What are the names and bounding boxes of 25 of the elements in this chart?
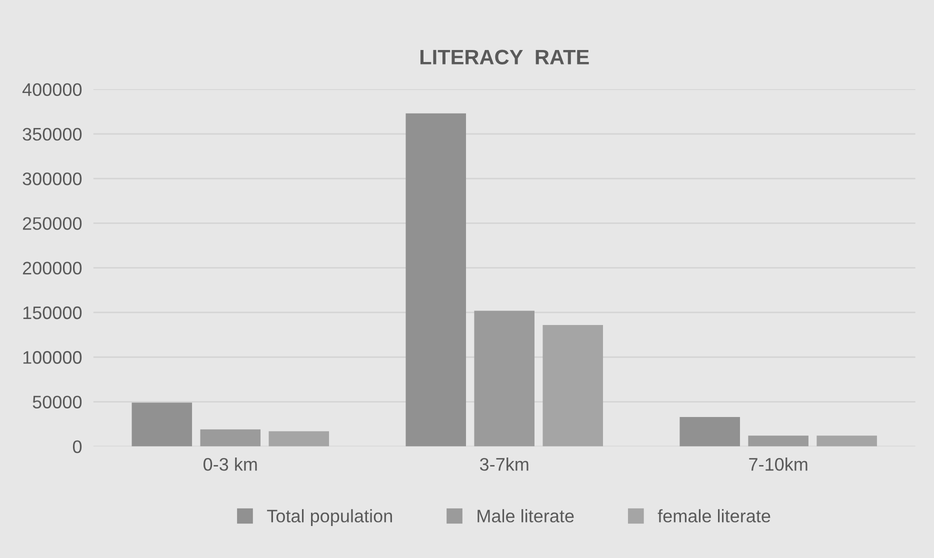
y-tick-label: 50000 [32, 396, 82, 408]
legend-label: female literate [658, 509, 770, 522]
bar [200, 429, 261, 446]
y-tick-label: 250000 [22, 217, 82, 230]
legend-label: Male literate [478, 509, 574, 522]
y-tick-label: 200000 [22, 262, 82, 275]
bar [748, 436, 808, 446]
y-tick-label: 350000 [22, 128, 82, 141]
y-tick-label: 400000 [22, 83, 82, 96]
bar [816, 436, 877, 446]
bar [680, 416, 740, 446]
legend-label: Total population [267, 509, 392, 526]
bar [542, 324, 603, 446]
bar [474, 310, 534, 446]
chart-title: LITERACY RATE [420, 50, 589, 64]
y-tick-label: 150000 [23, 306, 82, 320]
x-tick-label: 0-3 km [204, 458, 257, 471]
bar [132, 402, 192, 446]
y-tick-label: 0 [72, 440, 82, 454]
y-tick-label: 100000 [23, 351, 82, 364]
y-tick-label: 300000 [22, 172, 82, 186]
x-tick-label: 3-7km [480, 458, 528, 471]
x-tick-label: 7-10km [749, 458, 808, 471]
bar [268, 431, 330, 446]
bar [406, 113, 466, 446]
